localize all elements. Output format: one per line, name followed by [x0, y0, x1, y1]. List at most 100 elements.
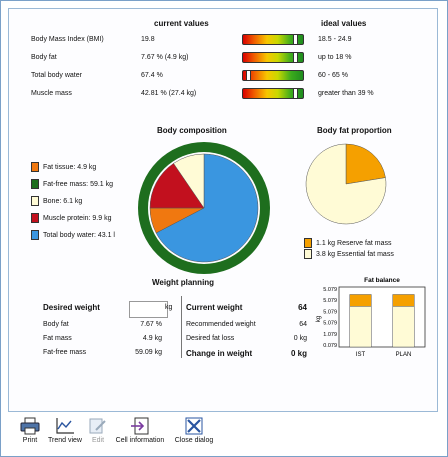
metric-value: 42.81 % (27.4 kg): [141, 90, 197, 97]
pie-slice-muscle-protein: [149, 163, 205, 209]
gauge-marker: [293, 34, 299, 45]
edit-icon: [89, 418, 106, 434]
current-weight-value: 64: [298, 303, 307, 312]
body-fat-proportion-pie: [305, 143, 387, 225]
edit-button[interactable]: Edit: [85, 417, 111, 444]
desired-weight-input[interactable]: [129, 301, 168, 318]
ideal-values-header: ideal values: [321, 19, 367, 28]
legend-swatch: [31, 179, 39, 189]
metric-label: Body fat: [31, 54, 57, 61]
plan-row-value: 0 kg: [293, 335, 307, 342]
desired-weight-unit: kg: [165, 304, 173, 311]
pie-slice-total-body-water: [155, 153, 259, 263]
pie-slice-bone: [173, 153, 205, 209]
legend-label: Bone: 6.1 kg: [43, 197, 83, 205]
body-fat-proportion-title: Body fat proportion: [317, 126, 392, 135]
body-composition-title: Body composition: [157, 126, 227, 135]
metric-ideal: 18.5 - 24.9: [318, 36, 352, 43]
gauge-marker: [293, 52, 299, 63]
print-button[interactable]: Print: [15, 417, 45, 444]
metric-ideal: up to 18 %: [318, 54, 352, 61]
legend-item-bone: Bone: 6.1 kg: [31, 196, 82, 206]
metric-value: 7.67 % (4.9 kg): [141, 54, 189, 61]
y-tick-label: 5.079: [323, 287, 337, 293]
plan-row-value: 59.09 kg: [135, 349, 162, 356]
close-dialog-button[interactable]: Close dialog: [171, 417, 217, 444]
legend-swatch: [31, 196, 39, 206]
plan-row-label: Desired fat loss: [186, 335, 235, 342]
legend-item-fat-free-mass: Fat-free mass: 59.1 kg: [31, 179, 113, 189]
planning-divider: [181, 296, 182, 358]
bar-plan-segment-1: [392, 294, 415, 307]
plan-row-label: Recommended weight: [186, 321, 256, 328]
cell-info-icon: [131, 417, 149, 435]
plan-row-label: Fat-free mass: [43, 349, 87, 356]
legend-item-essential-fat: 3.8 kg Essential fat mass: [304, 249, 394, 259]
legend-swatch: [304, 238, 312, 248]
plan-row-value: 4.9 kg: [142, 335, 162, 342]
plan-row-value: 7.67 %: [140, 321, 162, 328]
y-tick-label: 5.079: [323, 321, 337, 327]
legend-swatch: [31, 230, 39, 240]
metric-ideal: 60 - 65 %: [318, 72, 348, 79]
legend-swatch: [31, 213, 39, 223]
gauge-marker: [245, 70, 251, 81]
metric-value: 19.8: [141, 36, 155, 43]
y-tick-label: 1.079: [323, 332, 337, 338]
gauge-marker: [293, 88, 299, 99]
trend-view-label: Trend view: [48, 437, 82, 444]
trend-view-button[interactable]: Trend view: [45, 417, 85, 444]
metric-gauge-bar: [242, 70, 304, 81]
cell-information-label: Cell information: [115, 437, 165, 444]
current-weight-label: Current weight: [186, 303, 243, 312]
legend-item-muscle-protein: Muscle protein: 9.9 kg: [31, 213, 111, 223]
metric-label: Body Mass Index (BMI): [31, 36, 104, 43]
metric-gauge-bar: [242, 52, 304, 63]
current-values-header: current values: [154, 19, 209, 28]
plan-row-label: Fat mass: [43, 335, 72, 342]
metric-gauge-bar: [242, 34, 304, 45]
legend-label: Muscle protein: 9.9 kg: [43, 214, 112, 222]
bar-ist-segment-0: [349, 306, 372, 348]
metric-label: Total body water: [31, 72, 82, 79]
desired-weight-label: Desired weight: [43, 303, 100, 312]
y-tick-label: 5.079: [323, 309, 337, 315]
plan-row-label: Body fat: [43, 321, 69, 328]
legend-label: Fat tissue: 4.9 kg: [43, 163, 97, 171]
close-dialog-icon: [185, 417, 203, 435]
y-tick-label: 0.079: [323, 343, 337, 349]
edit-label: Edit: [91, 437, 105, 444]
legend-label: 1.1 kg Reserve fat mass: [316, 239, 392, 247]
change-in-weight-label: Change in weight: [186, 349, 253, 358]
legend-swatch: [31, 162, 39, 172]
body-composition-pie: [138, 142, 270, 274]
fat-balance-title: Fat balance: [364, 277, 400, 284]
change-in-weight-value: 0 kg: [290, 349, 307, 358]
y-tick-label: 5.079: [323, 298, 337, 304]
metric-gauge-bar: [242, 88, 304, 99]
printer-icon: [20, 417, 40, 435]
legend-item-reserve-fat: 1.1 kg Reserve fat mass: [304, 238, 391, 248]
weight-planning-title: Weight planning: [152, 278, 215, 287]
bar-plan-segment-0: [392, 306, 415, 348]
pie-slice-reserve-fat-mass: [345, 143, 386, 185]
bar-ist-segment-1: [349, 294, 372, 307]
cell-information-button[interactable]: Cell information: [113, 417, 167, 444]
legend-swatch: [304, 249, 312, 259]
legend-item-fat-tissue: Fat tissue: 4.9 kg: [31, 162, 96, 172]
close-dialog-label: Close dialog: [174, 437, 214, 444]
print-label: Print: [22, 437, 38, 444]
legend-label: 3.8 kg Essential fat mass: [316, 250, 394, 258]
metric-ideal: greater than 39 %: [318, 90, 374, 97]
legend-label: Fat-free mass: 59.1 kg: [43, 180, 114, 188]
plan-row-value: 64: [299, 321, 307, 328]
x-tick-label: IST: [356, 352, 366, 358]
legend-label: Total body water: 43.1 l: [43, 231, 115, 239]
legend-item-body-water: Total body water: 43.1 l: [31, 230, 115, 240]
metric-label: Muscle mass: [31, 90, 72, 97]
fat-balance-chart: Fat balance 5.079 5.079 5.079 5.079 1.079 0.07…: [316, 277, 426, 358]
pie-slice-essential-fat-mass: [305, 143, 387, 225]
analysis-panel: current values ideal values Body Mass In…: [8, 8, 438, 412]
metric-value: 67.4 %: [141, 72, 163, 79]
